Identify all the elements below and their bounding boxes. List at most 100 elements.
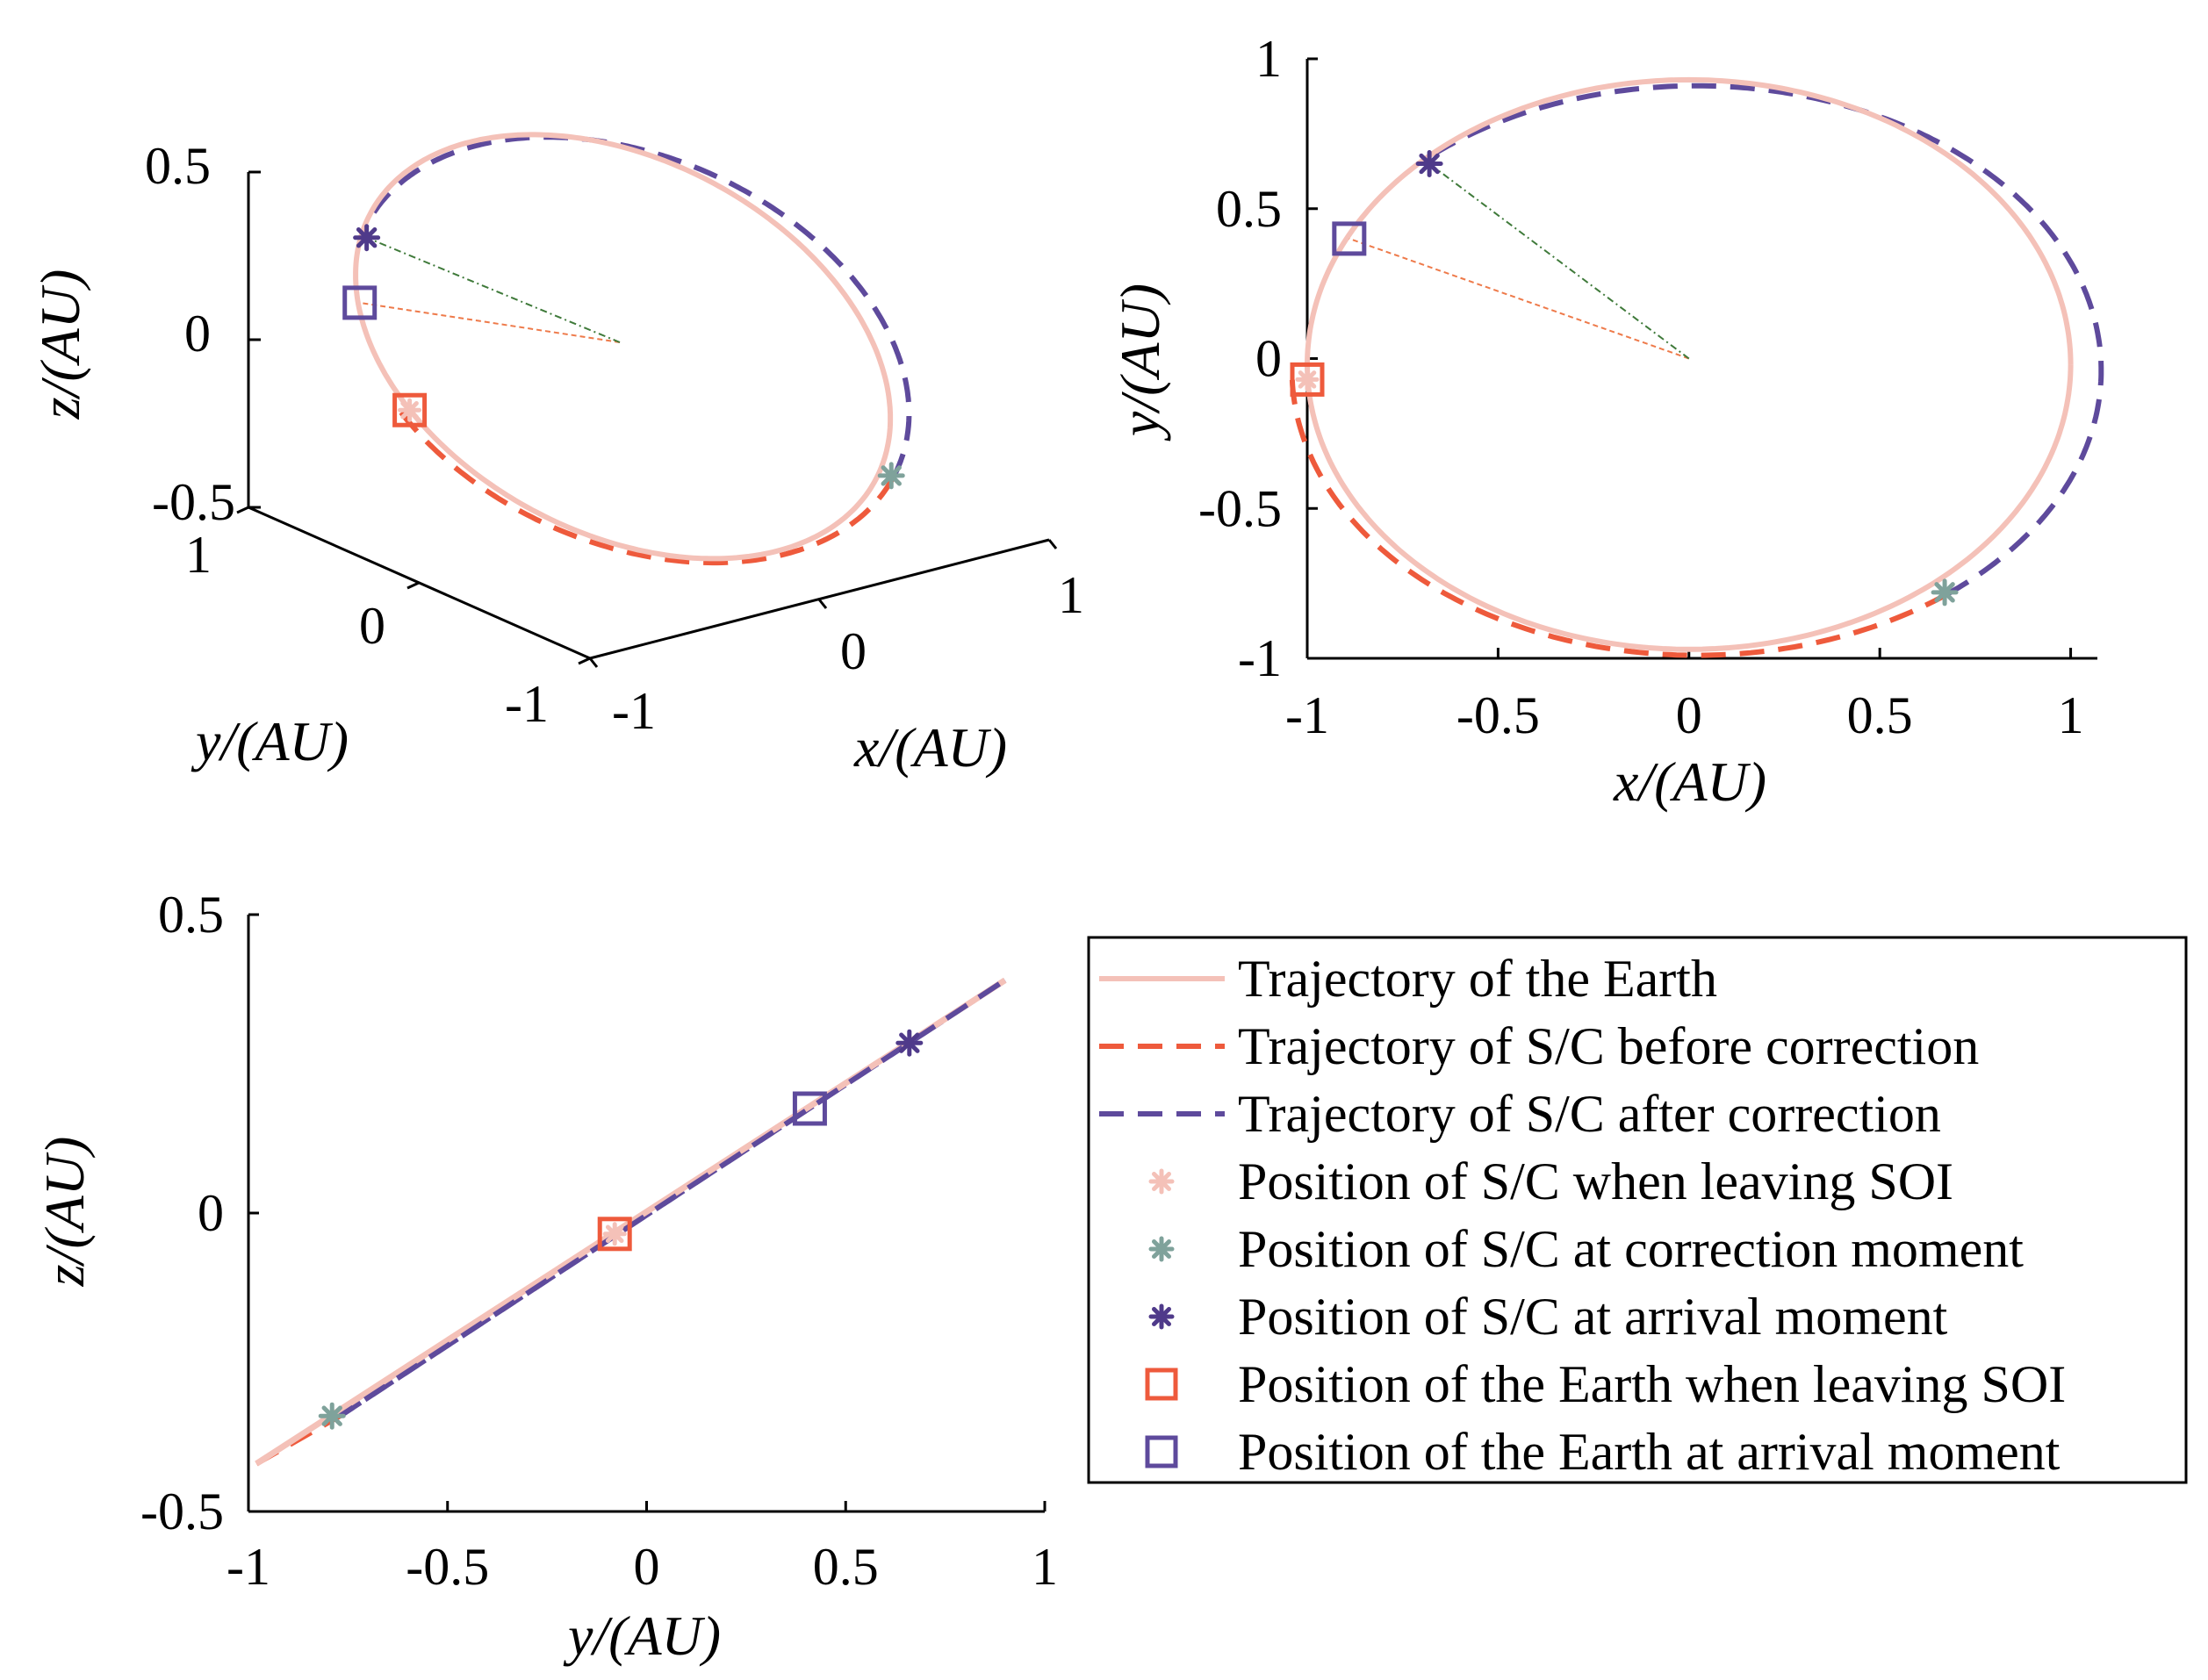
legend-swatch-asterisk-stroke bbox=[1152, 1172, 1171, 1191]
xy-y-axis-label: y/(AU) bbox=[1109, 284, 1171, 442]
xy-leave-point bbox=[1295, 367, 1320, 391]
xy-y-tick-label: 0 bbox=[1255, 330, 1282, 388]
yz-earth-arrival-square bbox=[792, 1091, 827, 1126]
xy-trajectory-before bbox=[1289, 379, 1949, 658]
3d-sun-sc-line bbox=[366, 236, 621, 343]
3d-trajectory-after bbox=[359, 134, 912, 478]
z-tick-label: -0.5 bbox=[152, 473, 235, 531]
3d-arrival-point-stroke bbox=[356, 227, 378, 248]
legend-item: Position of the Earth when leaving SOI bbox=[1145, 1355, 2066, 1413]
xy-x-tick-label: 0 bbox=[1676, 686, 1702, 744]
legend-swatch-asterisk bbox=[1148, 1236, 1175, 1262]
3d-correction-point-stroke bbox=[881, 465, 902, 486]
legend-swatch-asterisk-stroke bbox=[1152, 1307, 1171, 1326]
legend-box bbox=[1087, 936, 2188, 1484]
panel-yz: -1 -0.5 0 0.5 1-0.500.5 y/(AU) z/(AU) bbox=[33, 886, 1058, 1667]
xy-correction-point-stroke bbox=[1934, 582, 1955, 603]
yz-correction-point-stroke bbox=[321, 1405, 342, 1426]
x-tick bbox=[588, 657, 599, 668]
legend-swatch-square bbox=[1145, 1368, 1178, 1401]
legend-item: Trajectory of S/C before correction bbox=[1099, 1017, 1979, 1075]
yz-leave-point-stroke bbox=[605, 1224, 624, 1244]
3d-plot-area bbox=[342, 132, 912, 566]
xy-arrival-point bbox=[1415, 150, 1443, 178]
legend-item: Trajectory of the Earth bbox=[1099, 950, 1717, 1008]
legend: Trajectory of the Earth Trajectory of S/C… bbox=[1087, 936, 2188, 1484]
yz-y-axis-label: z/(AU) bbox=[33, 1137, 96, 1288]
xy-y-tick-label: 0.5 bbox=[1216, 180, 1282, 238]
3d-sun-earth-line bbox=[359, 301, 621, 343]
y-tick bbox=[236, 506, 249, 514]
yz-earth-leave-square bbox=[597, 1217, 632, 1252]
xy-earth-arrival-square bbox=[1332, 221, 1367, 256]
yz-arrival-point bbox=[895, 1029, 924, 1057]
legend-items: Trajectory of the Earth Trajectory of S/C… bbox=[1099, 950, 2066, 1481]
y-tick-label: -1 bbox=[505, 675, 549, 733]
panel-xy: -1 -0.5 0 0.5 1 -1 -0.5 0 0.5 1 x/(AU) y/(AU) bbox=[1109, 30, 2104, 813]
yz-x-axis-label: y/(AU) bbox=[563, 1605, 721, 1667]
xy-ticks: -1 -0.5 0 0.5 1 -1 -0.5 0 0.5 1 bbox=[1198, 30, 2084, 744]
legend-label: Trajectory of the Earth bbox=[1238, 950, 1717, 1008]
legend-label: Position of S/C when leaving SOI bbox=[1238, 1152, 1953, 1210]
x-axis-line bbox=[589, 538, 1050, 660]
xy-correction-point bbox=[1931, 578, 1959, 607]
legend-item: Position of S/C at correction moment bbox=[1148, 1220, 2024, 1278]
y-tick bbox=[406, 581, 420, 590]
3d-leave-point-stroke bbox=[400, 400, 419, 420]
legend-swatch-square bbox=[1145, 1435, 1178, 1468]
yz-y-tick-label: 0 bbox=[198, 1184, 224, 1242]
z-tick-label: 0.5 bbox=[145, 137, 211, 195]
3d-earth-leave-square bbox=[392, 392, 428, 427]
yz-x-tick-label: 0.5 bbox=[813, 1538, 879, 1596]
xy-x-tick-label: -0.5 bbox=[1456, 686, 1540, 744]
legend-label: Trajectory of S/C before correction bbox=[1238, 1017, 1979, 1075]
x-tick bbox=[817, 599, 828, 609]
y-tick-label: 0 bbox=[359, 597, 385, 655]
3d-leave-point bbox=[398, 398, 422, 422]
y-tick-label: 1 bbox=[185, 526, 212, 584]
yz-y-tick-label: -0.5 bbox=[140, 1483, 224, 1540]
x-tick-label: 1 bbox=[1058, 566, 1084, 624]
yz-ticks: -1 -0.5 0 0.5 1-0.500.5 bbox=[140, 886, 1058, 1596]
yz-y-tick-label: 0.5 bbox=[158, 886, 224, 944]
yz-correction-point bbox=[318, 1402, 346, 1430]
yz-x-tick-label: -1 bbox=[227, 1538, 270, 1596]
3d-correction-point bbox=[877, 462, 905, 490]
3d-trajectory-before bbox=[399, 411, 896, 566]
xy-sun-earth-line bbox=[1349, 237, 1690, 360]
yz-x-tick-label: -0.5 bbox=[406, 1538, 489, 1596]
3d-earth-arrival-square bbox=[342, 285, 378, 320]
yz-x-tick-label: 1 bbox=[1032, 1538, 1058, 1596]
3d-axes bbox=[236, 170, 1058, 668]
z-axis-label: z/(AU) bbox=[29, 269, 91, 420]
legend-item: Position of the Earth at arrival moment bbox=[1145, 1423, 2061, 1481]
x-tick bbox=[1047, 539, 1058, 549]
legend-swatch-asterisk bbox=[1148, 1168, 1175, 1195]
xy-trajectory-after bbox=[1422, 83, 2104, 597]
legend-label: Position of S/C at correction moment bbox=[1238, 1220, 2024, 1278]
x-tick-label: 0 bbox=[840, 622, 867, 680]
legend-label: Position of the Earth at arrival moment bbox=[1238, 1423, 2061, 1481]
x-tick-label: -1 bbox=[612, 682, 656, 740]
y-tick bbox=[578, 657, 591, 665]
xy-x-tick-label: 1 bbox=[2058, 686, 2084, 744]
legend-item: Position of S/C when leaving SOI bbox=[1148, 1152, 1953, 1210]
xy-y-tick-label: -1 bbox=[1238, 629, 1282, 687]
x-axis-label: x/(AU) bbox=[853, 716, 1007, 779]
xy-sun-sc-line bbox=[1428, 162, 1690, 360]
panel-3d: 0.5 0 -0.5 1 0 -1 -1 0 1 z/(AU) y/(AU) x… bbox=[29, 132, 1084, 779]
xy-y-tick-label: -0.5 bbox=[1198, 479, 1282, 537]
xy-earth-leave-square bbox=[1290, 362, 1325, 397]
xy-arrival-point-stroke bbox=[1419, 153, 1440, 175]
legend-item: Trajectory of S/C after correction bbox=[1099, 1085, 1941, 1143]
legend-swatch-asterisk bbox=[1148, 1303, 1175, 1330]
yz-x-tick-label: 0 bbox=[634, 1538, 660, 1596]
xy-x-tick-label: -1 bbox=[1285, 686, 1329, 744]
legend-swatch-asterisk-stroke bbox=[1152, 1239, 1171, 1259]
yz-arrival-point-stroke bbox=[899, 1032, 920, 1053]
z-tick-label: 0 bbox=[184, 305, 211, 363]
legend-item: Position of S/C at arrival moment bbox=[1148, 1288, 1948, 1346]
yz-plot-area bbox=[255, 977, 1007, 1467]
xy-y-tick-label: 1 bbox=[1255, 30, 1282, 88]
legend-label: Trajectory of S/C after correction bbox=[1238, 1085, 1941, 1143]
